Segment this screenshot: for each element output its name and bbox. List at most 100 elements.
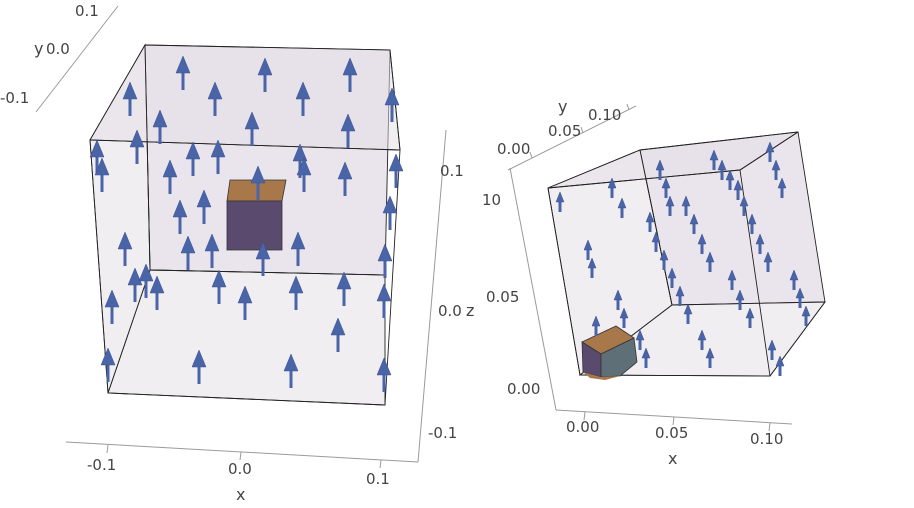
left-box-edge bbox=[149, 269, 386, 276]
arrow-glyph bbox=[681, 195, 691, 216]
arrow-glyph bbox=[162, 159, 178, 194]
arrow-glyph bbox=[388, 153, 404, 188]
arrow-glyph bbox=[377, 243, 393, 278]
right-x-axis-title: x bbox=[668, 449, 677, 468]
arrow-glyph bbox=[697, 329, 707, 350]
arrow-glyph bbox=[376, 357, 392, 392]
arrow-glyph bbox=[641, 347, 651, 368]
right-plot: 0.00 0.05 y 0.10 10 0.05 0.00 0.00 0.05 … bbox=[482, 97, 826, 468]
left-x-tick-label: 0.1 bbox=[366, 470, 390, 488]
arrow-glyph bbox=[340, 113, 356, 148]
arrow-glyph bbox=[607, 177, 617, 198]
left-z-tick-label: 0.0 bbox=[438, 302, 462, 320]
arrow-glyph bbox=[655, 159, 665, 180]
arrow-glyph bbox=[765, 141, 775, 162]
right-y-axis-line bbox=[507, 105, 637, 171]
arrow-glyph bbox=[337, 161, 353, 196]
arrow-glyph bbox=[175, 55, 191, 90]
left-x-axis-line bbox=[65, 441, 419, 463]
arrow-glyph bbox=[122, 81, 138, 116]
right-y-axis-title: y bbox=[558, 97, 567, 116]
arrow-glyph bbox=[645, 211, 655, 232]
left-plot: 0.1 0.0 z -0.1 0.1 y 0.0 -0.1 -0.1 0.0 0… bbox=[0, 2, 474, 504]
left-x-tick-label: -0.1 bbox=[87, 456, 116, 474]
arrow-glyph bbox=[257, 57, 273, 92]
arrow-glyph bbox=[204, 233, 220, 268]
arrow-glyph bbox=[149, 275, 165, 310]
arrow-glyph bbox=[244, 111, 260, 146]
arrow-glyph bbox=[771, 159, 781, 180]
left-x-tick bbox=[106, 444, 109, 454]
arrow-glyph bbox=[583, 239, 593, 260]
arrow-glyph bbox=[591, 315, 601, 336]
arrow-glyph bbox=[705, 251, 715, 272]
arrow-glyph bbox=[336, 271, 352, 306]
arrow-glyph bbox=[767, 339, 777, 360]
left-z-tick-label: -0.1 bbox=[428, 424, 457, 442]
arrow-glyph bbox=[384, 87, 400, 122]
arrow-glyph bbox=[755, 233, 765, 254]
arrow-glyph bbox=[675, 285, 685, 306]
right-x-tick bbox=[672, 416, 675, 426]
left-y-axis-title: y bbox=[34, 39, 43, 58]
arrow-glyph bbox=[191, 349, 207, 384]
arrow-glyph bbox=[295, 81, 311, 116]
arrow-glyph bbox=[635, 329, 645, 350]
left-x-tick bbox=[379, 459, 382, 469]
arrow-glyph bbox=[100, 347, 116, 382]
arrow-glyph bbox=[127, 267, 143, 302]
arrow-glyph bbox=[587, 257, 597, 278]
right-y-tick bbox=[580, 126, 584, 134]
arrow-glyph bbox=[777, 177, 787, 198]
left-z-axis-title: z bbox=[466, 301, 474, 320]
right-x-tick bbox=[768, 422, 771, 432]
arrow-glyph bbox=[717, 159, 727, 180]
arrow-glyph bbox=[795, 287, 805, 308]
arrow-glyph bbox=[172, 199, 188, 234]
arrow-glyph bbox=[129, 129, 145, 164]
arrow-glyph bbox=[613, 289, 623, 310]
right-z-tick-label: 10 bbox=[482, 191, 501, 209]
right-cube bbox=[581, 325, 638, 380]
arrow-glyph bbox=[283, 353, 299, 388]
arrow-glyph bbox=[330, 317, 346, 352]
arrow-glyph bbox=[651, 231, 661, 252]
cube-side-face bbox=[600, 337, 638, 378]
arrow-glyph bbox=[733, 179, 743, 200]
left-x-tick-label: 0.0 bbox=[228, 460, 252, 478]
arrow-glyph bbox=[376, 283, 392, 318]
right-arrow-field bbox=[555, 141, 811, 376]
left-arrow-field bbox=[89, 55, 404, 392]
arrow-glyph bbox=[382, 195, 398, 230]
arrow-glyph bbox=[255, 241, 271, 276]
arrow-glyph bbox=[288, 275, 304, 310]
cube-bottom-sliver bbox=[583, 372, 620, 380]
arrow-glyph bbox=[94, 157, 110, 192]
right-y-tick bbox=[529, 151, 533, 159]
arrow-glyph bbox=[727, 269, 737, 290]
arrow-glyph bbox=[342, 57, 358, 92]
arrow-glyph bbox=[196, 189, 212, 224]
arrow-glyph bbox=[689, 213, 699, 234]
left-box-front-edges bbox=[89, 139, 401, 406]
left-y-tick-label: 0.1 bbox=[75, 2, 99, 20]
arrow-glyph bbox=[735, 289, 745, 310]
arrow-glyph bbox=[667, 267, 677, 288]
arrow-glyph bbox=[117, 231, 133, 266]
arrow-glyph bbox=[619, 307, 629, 328]
right-z-tick-label: 0.05 bbox=[486, 288, 519, 306]
right-x-tick-label: 0.10 bbox=[750, 430, 783, 448]
arrow-glyph bbox=[683, 303, 693, 324]
arrow-glyph bbox=[775, 355, 785, 376]
cube-front-face bbox=[226, 200, 283, 251]
left-y-tick-label: 0.0 bbox=[46, 40, 70, 58]
arrow-glyph bbox=[617, 197, 627, 218]
arrow-glyph bbox=[138, 263, 154, 298]
right-y-tick-label: 0.10 bbox=[588, 106, 621, 124]
arrow-glyph bbox=[250, 165, 266, 200]
left-y-axis-line bbox=[35, 5, 119, 113]
right-z-tick-label: 0.00 bbox=[507, 380, 540, 398]
left-x-tick bbox=[239, 451, 242, 461]
arrow-glyph bbox=[697, 233, 707, 254]
arrow-glyph bbox=[207, 81, 223, 116]
